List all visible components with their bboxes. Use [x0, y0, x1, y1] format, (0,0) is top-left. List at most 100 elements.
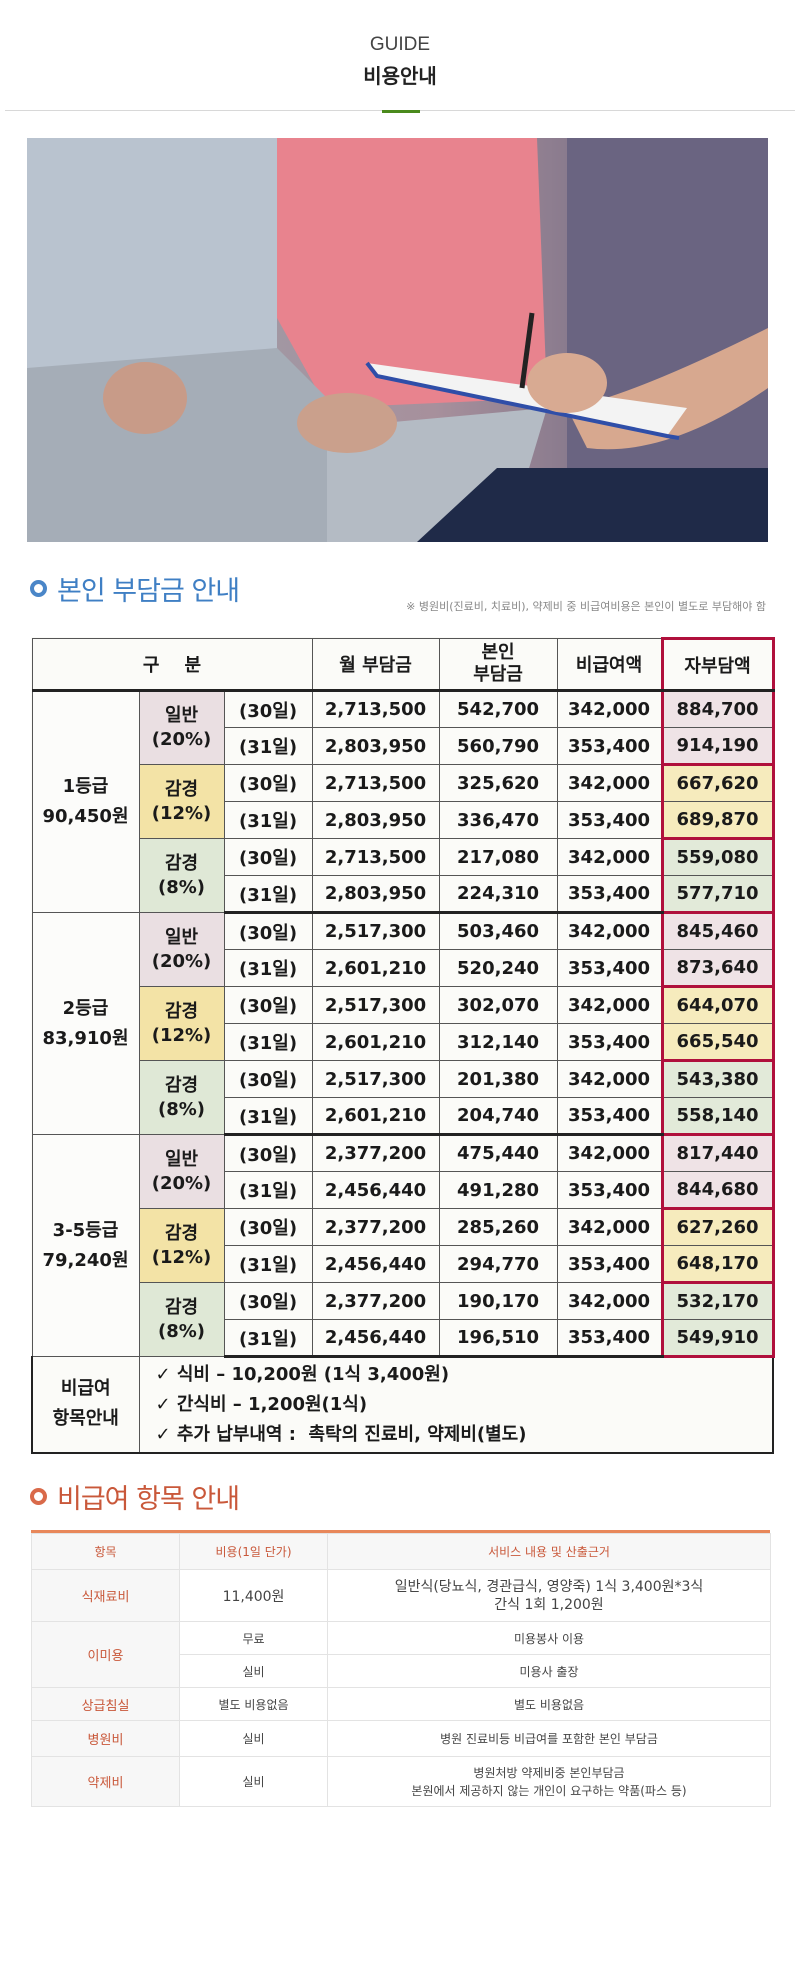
burden-type-label: 일반 [164, 1148, 199, 1170]
header-nonpay: 비급여액 [556, 638, 663, 692]
burden-type-cell: 일반 (20%) [138, 1134, 225, 1209]
self-pay-cell: 884,700 [660, 689, 775, 728]
days-cell: (31일) [223, 727, 313, 765]
table-row: 감경 (12%) (30일) 2,713,500 325,620 342,000… [32, 763, 775, 839]
item-cost: 무료 [179, 1621, 328, 1655]
monthly-cell: 2,803,950 [311, 801, 440, 839]
copay-cell: 302,070 [438, 986, 558, 1024]
table-row: (31일) 2,803,950 336,470 353,400 689,870 [32, 801, 775, 840]
self-pay-cell: 577,710 [660, 875, 775, 914]
nonpay-cell: 342,000 [556, 764, 663, 802]
table-row: 1등급 90,450원 일반 (20%) (30일) 2,713,500 542… [31, 689, 775, 913]
days-cell: (30일) [223, 1060, 313, 1098]
copay-cell: 336,470 [438, 801, 558, 839]
burden-type-label: 일반 [164, 705, 199, 726]
copay-note: ※ 병원비(진료비, 치료비), 약제비 중 비급여비용은 본인이 별도로 부담… [406, 600, 766, 613]
copay-cell: 204,740 [438, 1097, 558, 1136]
days-cell: (30일) [223, 1208, 313, 1246]
header-copay-line1: 본인 [481, 642, 515, 663]
burden-type-cell: 감경 (12%) [138, 986, 225, 1061]
self-pay-cell: 873,640 [660, 949, 775, 988]
table-row: (31일) 2,456,440 491,280 353,400 844,680 [32, 1171, 775, 1210]
nonpay-cell: 353,400 [556, 875, 663, 914]
copay-cell: 201,380 [438, 1060, 558, 1098]
header-category: 구 분 [31, 638, 313, 692]
monthly-cell: 2,456,440 [311, 1319, 440, 1358]
days-cell: (30일) [223, 838, 313, 876]
nonpay-section-title: 비급여 항목 안내 [30, 1478, 240, 1515]
table-row: 감경 (8%) (30일) 2,713,500 217,080 342,000 … [32, 837, 775, 913]
monthly-cell: 2,517,300 [311, 1060, 440, 1098]
burden-type-rate: (8%) [157, 1098, 205, 1120]
copay-cell: 475,440 [438, 1134, 558, 1172]
item-desc: 미용봉사 이용 [327, 1621, 771, 1655]
nonpay-label-line1: 비급여 [60, 1378, 111, 1400]
self-pay-cell: 665,540 [660, 1023, 775, 1062]
items-header-desc: 서비스 내용 및 산출근거 [327, 1533, 771, 1570]
copay-cell: 560,790 [438, 727, 558, 765]
copay-cell: 491,280 [438, 1171, 558, 1209]
days-cell: (31일) [223, 875, 313, 914]
header-monthly: 월 부담금 [311, 638, 440, 692]
items-header-row: 항목 비용(1일 단가) 서비스 내용 및 산출근거 [31, 1533, 771, 1570]
monthly-cell: 2,456,440 [311, 1171, 440, 1209]
nonpay-cell: 342,000 [556, 912, 663, 950]
nonpay-items-table: 항목 비용(1일 단가) 서비스 내용 및 산출근거 식재료비 11,400원 … [31, 1533, 771, 1807]
monthly-cell: 2,601,210 [311, 1097, 440, 1136]
item-desc-line: 본원에서 제공하지 않는 개인이 요구하는 약품(파스 등) [411, 1783, 687, 1798]
burden-type-cell: 일반 (20%) [138, 690, 225, 765]
days-cell: (31일) [223, 1023, 313, 1061]
item-desc: 병원처방 약제비중 본인부담금 본원에서 제공하지 않는 개인이 요구하는 약품… [327, 1756, 771, 1807]
self-pay-cell: 817,440 [660, 1133, 775, 1172]
days-cell: (30일) [223, 690, 313, 728]
nonpay-label-line2: 항목안내 [52, 1408, 119, 1430]
days-cell: (31일) [223, 1171, 313, 1209]
item-desc-line: 일반식(당뇨식, 경관급식, 영양죽) 1식 3,400원*3식 [394, 1578, 704, 1595]
copay-cell: 520,240 [438, 949, 558, 987]
monthly-cell: 2,517,300 [311, 912, 440, 950]
nonpay-cell: 342,000 [556, 838, 663, 876]
burden-type-label: 감경 [164, 852, 199, 874]
table-row: (31일) 2,601,210 312,140 353,400 665,540 [32, 1023, 775, 1062]
table-row: (31일) 2,456,440 196,510 353,400 549,910 [32, 1319, 775, 1358]
self-pay-cell: 644,070 [660, 985, 775, 1024]
copay-table-image: 구 분 월 부담금 본인 부담금 비급여액 자부담액 1등급 90,450원 일 [31, 637, 775, 1454]
table-row: 병원비 실비 병원 진료비등 비급여를 포함한 본인 부담금 [31, 1720, 771, 1757]
copay-cell: 217,080 [438, 838, 558, 876]
nonpay-info-row: 비급여 항목안내 ✓ 식비 – 10,200원 (1식 3,400원) ✓ 간식비… [31, 1356, 775, 1454]
self-pay-cell: 558,140 [660, 1097, 775, 1136]
self-pay-cell: 914,190 [660, 727, 775, 766]
nonpay-cell: 353,400 [556, 801, 663, 839]
header-accent-bar [382, 110, 420, 113]
nonpay-info-line: ✓ 식비 – 10,200원 (1식 3,400원) [155, 1363, 450, 1385]
item-cost: 별도 비용없음 [179, 1687, 328, 1721]
table-row: 감경 (8%) (30일) 2,517,300 201,380 342,000 … [32, 1059, 775, 1135]
burden-type-label: 감경 [164, 1000, 199, 1022]
nonpay-cell: 353,400 [556, 1319, 663, 1358]
burden-type-rate: (20%) [151, 1172, 212, 1194]
grade-cell: 1등급 90,450원 [31, 690, 140, 913]
monthly-cell: 2,517,300 [311, 986, 440, 1024]
nonpay-info-label: 비급여 항목안내 [31, 1356, 140, 1454]
item-name: 병원비 [31, 1720, 180, 1757]
self-pay-cell: 844,680 [660, 1171, 775, 1210]
table-row: 2등급 83,910원 일반 (20%) (30일) 2,517,300 503… [31, 911, 775, 1135]
self-pay-cell: 543,380 [660, 1059, 775, 1098]
table-row: 약제비 실비 병원처방 약제비중 본인부담금 본원에서 제공하지 않는 개인이 … [31, 1756, 771, 1807]
burden-type-cell: 감경 (8%) [138, 1060, 225, 1135]
table-row: 감경 (12%) (30일) 2,517,300 302,070 342,000… [32, 985, 775, 1061]
monthly-cell: 2,456,440 [311, 1245, 440, 1283]
nonpay-cell: 342,000 [556, 1060, 663, 1098]
monthly-cell: 2,377,200 [311, 1134, 440, 1172]
days-cell: (31일) [223, 1245, 313, 1283]
burden-type-cell: 감경 (8%) [138, 1282, 225, 1357]
nonpay-cell: 353,400 [556, 727, 663, 765]
days-cell: (30일) [223, 1282, 313, 1320]
table-row: (31일) 2,601,210 204,740 353,400 558,140 [32, 1097, 775, 1136]
item-name: 상급침실 [31, 1687, 180, 1721]
copay-section-heading: 본인 부담금 안내 [57, 575, 240, 607]
copay-cell: 285,260 [438, 1208, 558, 1246]
item-name: 식재료비 [31, 1569, 180, 1622]
page-header: GUIDE 비용안내 [0, 0, 800, 113]
burden-type-rate: (12%) [151, 1024, 212, 1046]
